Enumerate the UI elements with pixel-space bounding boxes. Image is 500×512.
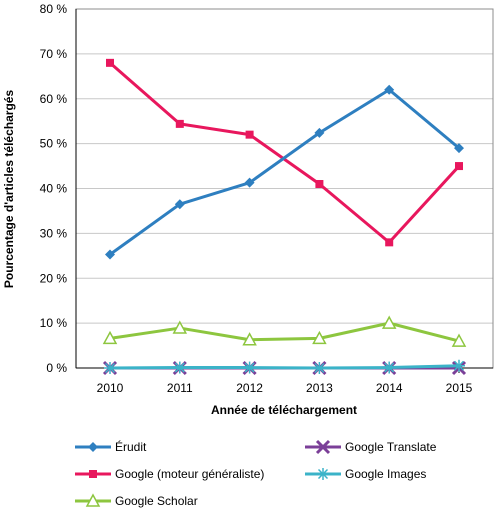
series-erudit [105, 84, 464, 260]
y-tick-label: 50 % [40, 137, 68, 151]
legend-item: Google (moteur généraliste) [75, 467, 264, 481]
legend-label: Érudit [115, 439, 147, 454]
legend-marker [317, 468, 329, 480]
y-tick-label: 80 % [40, 2, 68, 16]
data-point [104, 362, 116, 374]
axes [75, 8, 494, 373]
series-line [109, 364, 460, 370]
data-point [243, 361, 256, 374]
data-point [173, 361, 186, 374]
y-tick-label: 60 % [40, 92, 68, 106]
y-tick-label: 20 % [40, 271, 68, 285]
data-point [244, 177, 255, 188]
x-tick-label: 2012 [236, 381, 263, 395]
data-point [455, 162, 463, 171]
data-point [451, 333, 467, 347]
legend-label: Google Scholar [115, 494, 198, 508]
legend-marker [88, 442, 98, 452]
data-point [383, 361, 396, 374]
series-layer [102, 58, 467, 376]
data-point [314, 127, 325, 138]
data-point [174, 199, 185, 210]
series-line [109, 321, 460, 343]
x-axis-title: Année de téléchargement [211, 403, 357, 417]
data-point [242, 332, 257, 346]
legend-marker [89, 470, 97, 478]
data-point [312, 330, 327, 345]
y-tick-label: 10 % [40, 316, 68, 330]
x-tick-label: 2011 [167, 381, 193, 395]
series-google-images [104, 359, 465, 374]
legend-label: Google Translate [345, 440, 437, 454]
data-point [175, 119, 184, 128]
data-point [102, 330, 118, 345]
legend-item: Google Translate [305, 439, 437, 455]
data-point [172, 320, 188, 334]
data-point [385, 238, 394, 247]
y-tick-label: 70 % [40, 47, 68, 61]
y-tick-label: 0 % [46, 361, 67, 375]
data-point [384, 84, 395, 95]
legend-label: Google Images [345, 467, 426, 481]
grid-lines [76, 8, 493, 324]
series-line [109, 88, 460, 256]
x-tick-label: 2010 [97, 381, 124, 395]
legend: Érudit Google Translate Google (moteur gén… [75, 439, 437, 508]
data-point [105, 249, 115, 260]
marker-stroke [315, 439, 331, 455]
legend-item: Google Images [305, 467, 426, 481]
legend-marker [85, 493, 101, 507]
data-point [454, 143, 464, 154]
y-tick-label: 40 % [40, 182, 68, 196]
y-axis-title: Pourcentage d'articles téléchargés [2, 90, 16, 289]
data-point [245, 130, 254, 139]
data-point [313, 362, 326, 374]
y-tick-label: 30 % [40, 226, 68, 240]
legend-marker [315, 439, 331, 455]
legend-label: Google (moteur généraliste) [115, 467, 264, 481]
y-tick-labels: 0 % 10 % 20 % 30 % 40 % 50 % 60 % 70 % 80 % [40, 2, 68, 375]
x-tick-labels: 2010 2011 2012 2013 2014 2015 [97, 381, 473, 395]
data-point [106, 58, 114, 67]
x-tick-label: 2015 [446, 381, 473, 395]
series-google-scholar [102, 315, 467, 347]
x-tick-label: 2014 [376, 381, 403, 395]
data-point [453, 359, 465, 372]
legend-item: Érudit [75, 439, 147, 454]
x-tick-label: 2013 [306, 381, 333, 395]
legend-item: Google Scholar [75, 493, 198, 508]
data-point [315, 180, 324, 189]
data-point [381, 315, 397, 329]
